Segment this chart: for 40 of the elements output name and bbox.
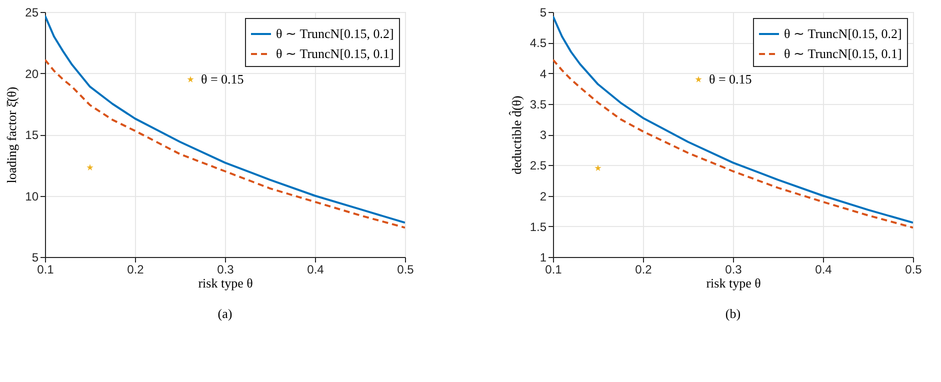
legend-label: θ ∼ TruncN[0.15, 0.2] xyxy=(784,26,902,41)
line-series xyxy=(553,58,913,229)
y-tick-label: 5 xyxy=(540,6,547,20)
y-tick-label: 10 xyxy=(25,189,39,204)
text: (b) xyxy=(725,306,741,321)
legend-label: θ = 0.15 xyxy=(709,72,752,86)
line-series xyxy=(45,58,405,229)
x-axis-title: risk type θ xyxy=(706,276,761,290)
y-tick-label: 20 xyxy=(25,66,39,81)
y-tick-label: 1.5 xyxy=(530,220,547,234)
y-tick-label: 3 xyxy=(540,128,547,142)
x-tick-label: 0.4 xyxy=(815,262,832,276)
x-tick-label: 0.5 xyxy=(905,262,922,276)
x-tick-label: 0.4 xyxy=(307,262,324,276)
x-tick-label: 0.3 xyxy=(217,262,234,276)
y-tick-label: 5 xyxy=(32,250,39,264)
x-tick-label: 0.5 xyxy=(397,262,414,276)
y-tick-label: 3.5 xyxy=(530,97,547,112)
legend-label: θ ∼ TruncN[0.15, 0.2] xyxy=(276,26,394,41)
text: (a) xyxy=(218,306,232,321)
y-tick-label: 25 xyxy=(25,6,39,20)
y-tick-label: 2 xyxy=(540,189,547,204)
line-series xyxy=(45,14,405,224)
legend-label: θ ∼ TruncN[0.15, 0.1] xyxy=(276,46,394,61)
y-axis-title: loading factor ξ̂(θ) xyxy=(4,86,20,184)
line-series xyxy=(553,15,913,224)
y-axis-title: deductible d̂(θ) xyxy=(508,96,524,174)
x-axis-title: risk type θ xyxy=(198,276,253,290)
x-tick-label: 0.2 xyxy=(127,262,144,276)
x-tick-label: 0.3 xyxy=(725,262,742,276)
y-tick-label: 1 xyxy=(540,250,547,264)
y-tick-label: 4.5 xyxy=(530,36,547,50)
x-tick-label: 0.1 xyxy=(37,262,54,276)
y-tick-label: 15 xyxy=(25,128,39,142)
x-tick-label: 0.2 xyxy=(635,262,652,276)
y-tick-label: 4 xyxy=(540,66,547,81)
x-tick-label: 0.1 xyxy=(545,262,562,276)
y-tick-label: 2.5 xyxy=(530,158,547,173)
legend-label: θ ∼ TruncN[0.15, 0.1] xyxy=(784,46,902,61)
legend-label: θ = 0.15 xyxy=(201,72,244,86)
